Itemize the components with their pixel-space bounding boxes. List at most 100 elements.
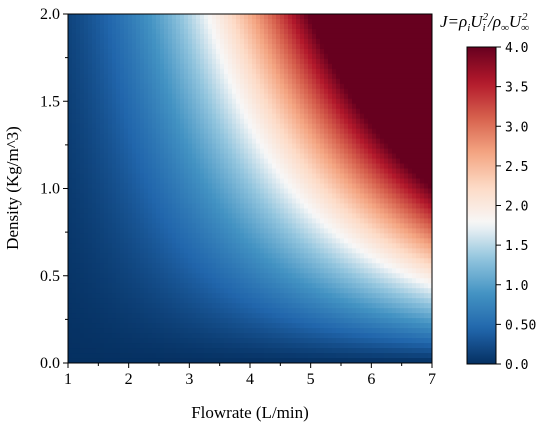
heatmap-cell: [216, 103, 221, 110]
heatmap-cell: [136, 193, 141, 200]
heatmap-cell: [100, 168, 105, 175]
heatmap-cell: [320, 153, 325, 160]
heatmap-cell: [308, 288, 313, 294]
heatmap-cell: [348, 43, 353, 50]
heatmap-cell: [292, 73, 297, 80]
heatmap-cell: [260, 288, 265, 294]
heatmap-cell: [264, 233, 269, 239]
heatmap-cell: [240, 243, 245, 249]
heatmap-cell: [208, 358, 213, 363]
heatmap-cell: [216, 203, 221, 210]
heatmap-cell: [204, 268, 209, 274]
heatmap-cell: [296, 178, 301, 185]
heatmap-cell: [104, 188, 109, 195]
heatmap-cell: [192, 193, 197, 200]
heatmap-cell: [88, 313, 93, 319]
heatmap-cell: [104, 243, 109, 249]
heatmap-cell: [176, 208, 181, 215]
heatmap-cell: [252, 163, 257, 170]
heatmap-cell: [224, 108, 229, 115]
heatmap-cell: [132, 303, 137, 309]
heatmap-cell: [124, 173, 129, 180]
heatmap-cell: [196, 198, 201, 205]
heatmap-cell: [128, 48, 133, 55]
heatmap-cell: [116, 218, 121, 224]
heatmap-cell: [104, 238, 109, 244]
heatmap-cell: [324, 14, 329, 20]
heatmap-cell: [208, 148, 213, 155]
heatmap-cell: [304, 113, 309, 120]
heatmap-cell: [264, 108, 269, 115]
heatmap-cell: [304, 193, 309, 200]
heatmap-cell: [328, 298, 333, 304]
heatmap-cell: [100, 78, 105, 85]
heatmap-cell: [320, 298, 325, 304]
heatmap-cell: [204, 248, 209, 254]
heatmap-cell: [320, 88, 325, 95]
heatmap-cell: [324, 258, 329, 264]
heatmap-cell: [92, 93, 97, 100]
heatmap-cell: [164, 328, 169, 334]
heatmap-cell: [144, 178, 149, 185]
heatmap-cell: [100, 73, 105, 80]
heatmap-cell: [172, 93, 177, 100]
heatmap-cell: [136, 73, 141, 80]
heatmap-cell: [300, 238, 305, 244]
heatmap-cell: [188, 18, 193, 25]
heatmap-cell: [344, 208, 349, 215]
heatmap-cell: [344, 73, 349, 80]
heatmap-cell: [236, 43, 241, 50]
heatmap-cell: [180, 163, 185, 170]
heatmap-cell: [232, 43, 237, 50]
heatmap-cell: [316, 53, 321, 60]
heatmap-cell: [280, 253, 285, 259]
heatmap-cell: [232, 48, 237, 55]
heatmap-cell: [152, 263, 157, 269]
heatmap-cell: [200, 158, 205, 165]
heatmap-cell: [260, 348, 265, 354]
heatmap-cell: [232, 58, 237, 65]
heatmap-cell: [88, 318, 93, 324]
heatmap-cell: [248, 88, 253, 95]
heatmap-cell: [196, 83, 201, 90]
heatmap-cell: [72, 108, 77, 115]
heatmap-cell: [180, 203, 185, 210]
heatmap-cell: [112, 248, 117, 254]
heatmap-cell: [324, 118, 329, 125]
heatmap-cell: [184, 293, 189, 299]
heatmap-cell: [268, 218, 273, 224]
heatmap-cell: [116, 78, 121, 85]
heatmap-cell: [208, 18, 213, 25]
heatmap-cell: [72, 308, 77, 314]
heatmap-cell: [132, 98, 137, 105]
heatmap-cell: [100, 243, 105, 249]
heatmap-cell: [184, 283, 189, 289]
heatmap-cell: [84, 138, 89, 145]
heatmap-cell: [224, 298, 229, 304]
heatmap-cell: [108, 183, 113, 190]
heatmap-cell: [136, 133, 141, 140]
heatmap-cell: [144, 223, 149, 229]
heatmap-cell: [120, 58, 125, 65]
heatmap-cell: [164, 163, 169, 170]
heatmap-cell: [160, 258, 165, 264]
heatmap-cell: [312, 338, 317, 344]
heatmap-cell: [264, 78, 269, 85]
heatmap-cell: [104, 38, 109, 45]
heatmap-cell: [116, 113, 121, 120]
heatmap-cell: [84, 293, 89, 299]
heatmap-cell: [240, 14, 245, 20]
heatmap-cell: [116, 213, 121, 220]
heatmap-cell: [160, 98, 165, 105]
heatmap-cell: [300, 253, 305, 259]
heatmap-cell: [308, 98, 313, 105]
heatmap-cell: [228, 288, 233, 294]
heatmap-cell: [296, 203, 301, 210]
heatmap-cell: [208, 33, 213, 40]
heatmap-cell: [128, 138, 133, 145]
heatmap-cell: [136, 108, 141, 115]
heatmap-cell: [160, 63, 165, 70]
heatmap-cell: [168, 23, 173, 30]
heatmap-cell: [132, 93, 137, 100]
heatmap-cell: [132, 343, 137, 349]
